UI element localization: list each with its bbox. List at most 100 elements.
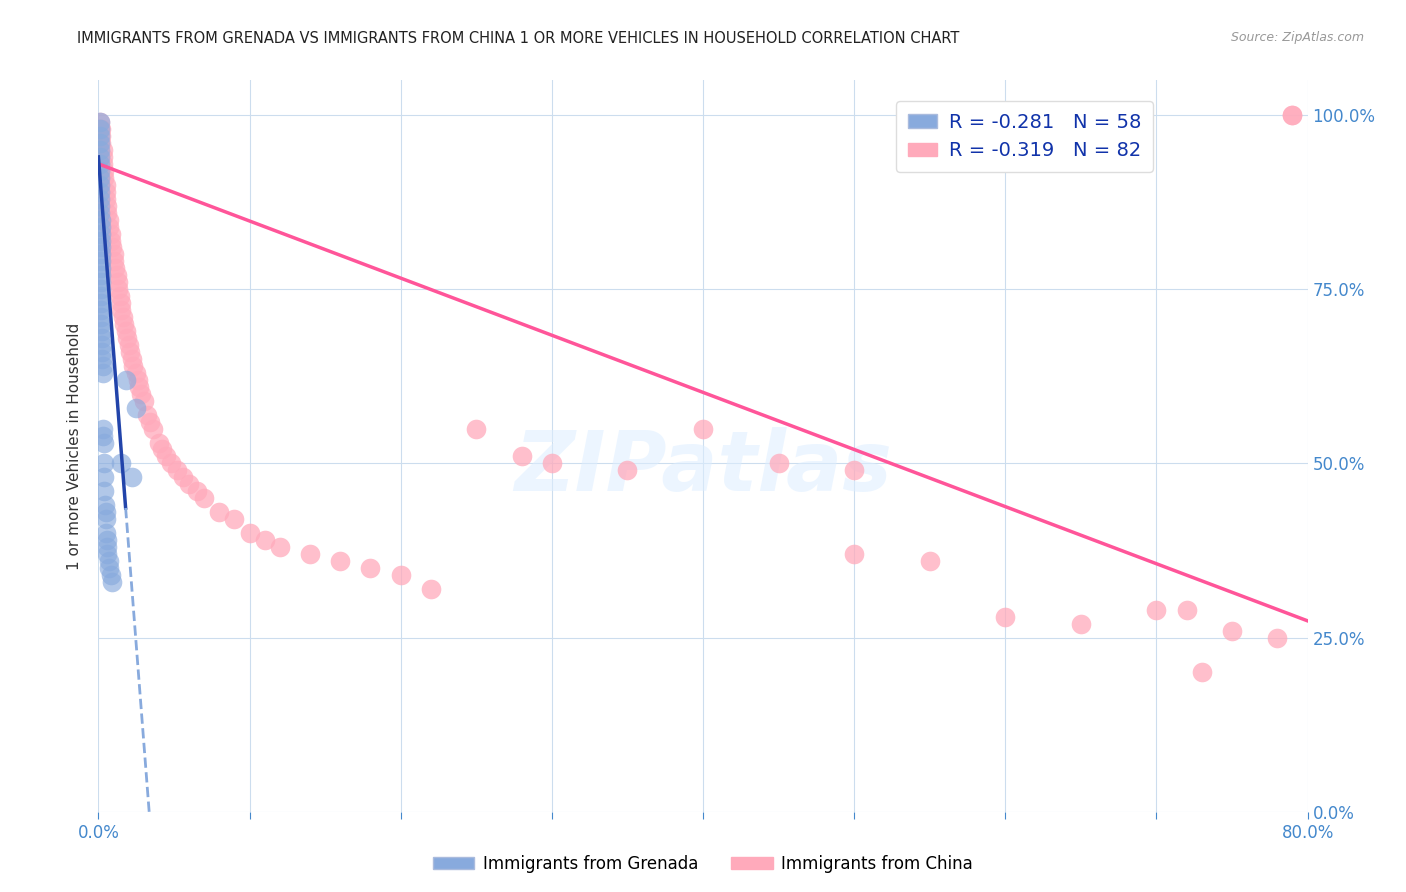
Point [91,143,114,157]
Point [128,380,150,394]
Point [90,261,112,276]
Point [510,450,533,464]
Point [91,428,114,442]
Point [90,275,112,289]
Point [160,457,183,471]
Point [89,199,111,213]
Point [91,366,114,380]
Point [94,178,117,192]
Point [91,150,114,164]
Point [253,533,276,547]
Point [90,282,112,296]
Point [224,512,246,526]
Point [768,457,790,471]
Point [112,317,135,331]
Point [94,185,117,199]
Point [90,303,112,318]
Text: IMMIGRANTS FROM GRENADA VS IMMIGRANTS FROM CHINA 1 OR MORE VEHICLES IN HOUSEHOLD: IMMIGRANTS FROM GRENADA VS IMMIGRANTS FR… [77,31,960,46]
Point [93,484,115,499]
Point [91,359,114,373]
Point [329,554,352,568]
Point [239,526,262,541]
Point [89,115,111,129]
Point [139,415,162,429]
Point [118,338,141,352]
Point [208,505,231,519]
Point [420,582,443,596]
Point [91,157,114,171]
Point [115,331,138,345]
Point [89,128,111,143]
Point [114,324,136,338]
Point [100,567,122,582]
Point [90,219,112,234]
Point [1220,624,1243,638]
Point [172,470,194,484]
Point [135,408,157,422]
Point [93,457,115,471]
Point [692,421,714,435]
Point [120,345,142,359]
Point [89,164,111,178]
Point [98,561,121,575]
Point [90,136,112,150]
Point [125,366,148,380]
Point [299,547,322,561]
Point [96,199,118,213]
Point [121,351,143,366]
Point [89,170,111,185]
Point [111,310,134,325]
Point [93,170,115,185]
Point [103,254,125,268]
Point [129,386,152,401]
Point [89,143,111,157]
Point [360,561,382,575]
Point [1175,603,1198,617]
Point [132,393,155,408]
Y-axis label: 1 or more Vehicles in Household: 1 or more Vehicles in Household [67,322,83,570]
Point [90,324,112,338]
Text: ZIPatlas: ZIPatlas [515,427,891,508]
Point [122,359,145,373]
Point [1267,631,1289,645]
Point [1191,665,1213,680]
Point [94,512,117,526]
Point [90,247,112,261]
Point [90,338,112,352]
Point [540,457,562,471]
Point [105,268,128,283]
Point [148,435,170,450]
Point [93,435,115,450]
Point [103,247,125,261]
Point [389,567,412,582]
Point [1144,603,1167,617]
Point [93,164,115,178]
Point [98,212,121,227]
Point [110,303,132,318]
Point [89,122,111,136]
Point [179,477,201,491]
Point [90,268,112,283]
Point [89,122,111,136]
Point [91,421,114,435]
Point [90,310,112,325]
Point [94,526,117,541]
Point [114,373,136,387]
Point [89,192,111,206]
Point [1070,616,1092,631]
Point [89,150,111,164]
Point [186,484,208,499]
Point [193,491,215,506]
Point [108,289,131,303]
Point [844,547,866,561]
Point [96,547,118,561]
Point [90,254,112,268]
Point [994,609,1017,624]
Point [104,261,127,276]
Point [1281,108,1303,122]
Point [121,470,143,484]
Point [110,457,132,471]
Point [98,219,121,234]
Point [101,240,124,254]
Legend: Immigrants from Grenada, Immigrants from China: Immigrants from Grenada, Immigrants from… [426,848,980,880]
